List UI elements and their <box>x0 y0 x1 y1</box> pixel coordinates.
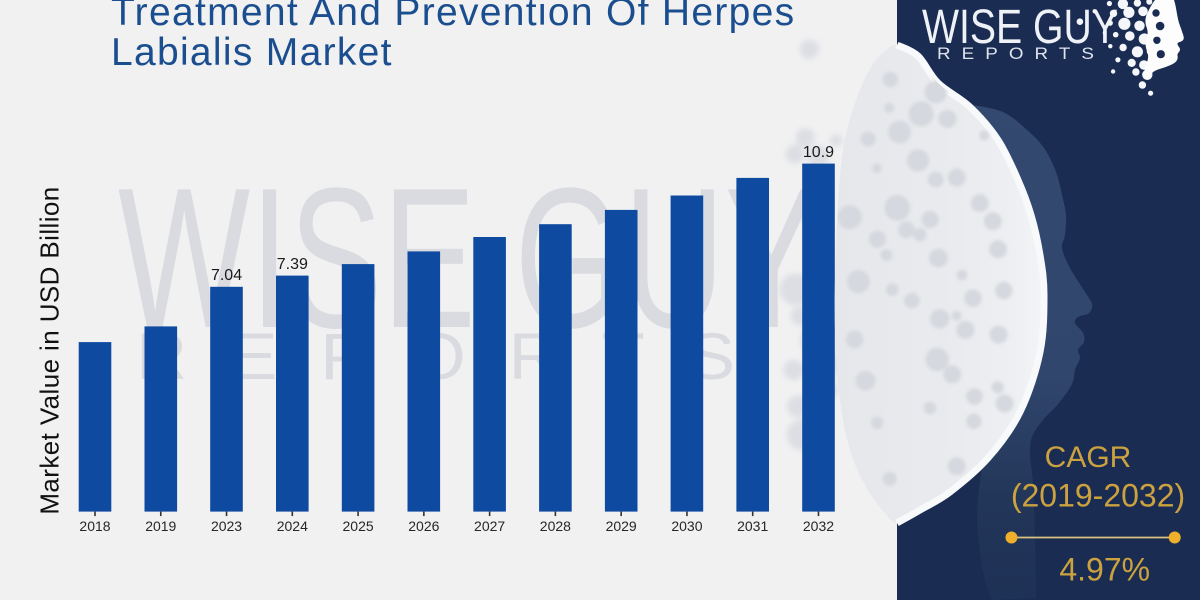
svg-text:WISE GUY: WISE GUY <box>922 1 1118 54</box>
svg-text:4.97%: 4.97% <box>1059 552 1150 588</box>
svg-text:REPORTS: REPORTS <box>937 44 1105 63</box>
svg-text:(2019-2032): (2019-2032) <box>1011 478 1185 514</box>
svg-text:CAGR: CAGR <box>1045 441 1132 474</box>
